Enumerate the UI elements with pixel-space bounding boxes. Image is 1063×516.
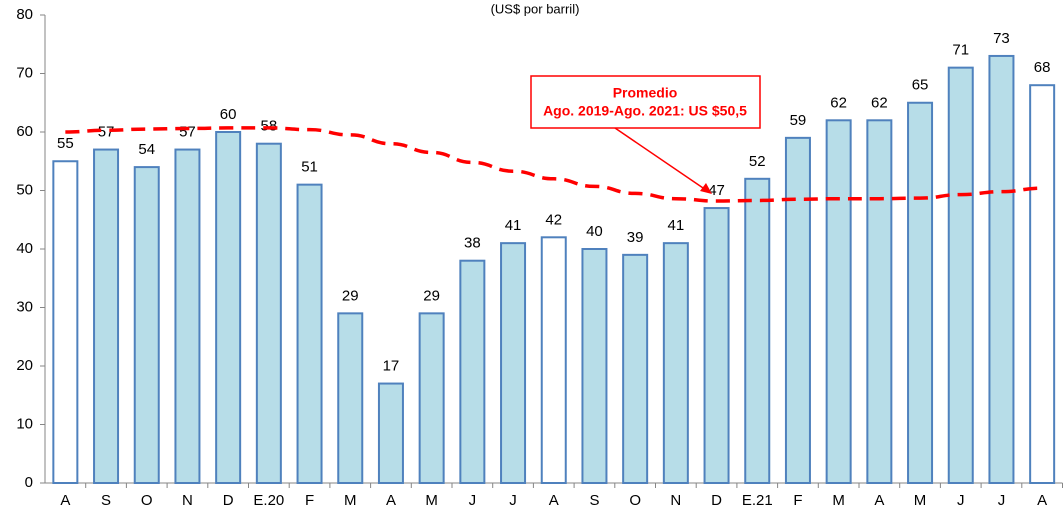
- value-label: 47: [708, 182, 725, 199]
- bar: [540, 236, 567, 484]
- x-tick-label: J: [957, 492, 965, 509]
- y-tick-label: 80: [16, 6, 33, 23]
- bar: [622, 253, 649, 484]
- x-tick-label: S: [101, 492, 111, 509]
- annotation-text: Promedio: [613, 85, 678, 101]
- bar: [907, 101, 934, 484]
- x-tick-label: J: [998, 492, 1006, 509]
- value-label: 41: [505, 217, 522, 234]
- bar: [1029, 84, 1056, 484]
- y-tick-label: 70: [16, 64, 33, 81]
- bar: [296, 183, 323, 484]
- value-label: 42: [545, 211, 562, 228]
- x-tick-label: M: [425, 492, 438, 509]
- value-label: 60: [220, 106, 237, 123]
- value-label: 38: [464, 235, 481, 252]
- bar: [744, 177, 771, 485]
- value-label: 54: [138, 141, 155, 158]
- value-label: 29: [423, 287, 440, 304]
- y-tick-label: 30: [16, 298, 33, 315]
- x-tick-label: F: [305, 492, 314, 509]
- value-label: 51: [301, 159, 318, 176]
- annotation-box: [530, 75, 761, 129]
- value-label: 55: [57, 135, 74, 152]
- value-label: 52: [749, 153, 766, 170]
- value-label: 40: [586, 223, 603, 240]
- y-tick-label: 40: [16, 240, 33, 257]
- value-label: 57: [98, 124, 115, 141]
- bar: [133, 166, 160, 484]
- x-tick-label: E.20: [253, 492, 284, 509]
- x-tick-label: D: [223, 492, 234, 509]
- x-tick-label: A: [386, 492, 396, 509]
- bar: [215, 131, 242, 484]
- annotation-arrow: [614, 127, 707, 191]
- x-tick-label: E.21: [742, 492, 773, 509]
- annotation-text: Ago. 2019-Ago. 2021: US $50,5: [543, 103, 747, 119]
- bar: [825, 119, 852, 485]
- bar: [581, 248, 608, 484]
- bar: [500, 242, 527, 484]
- arrow-head: [700, 183, 712, 194]
- x-tick-label: M: [914, 492, 927, 509]
- bar: [947, 66, 974, 485]
- value-label: 57: [179, 124, 196, 141]
- y-tick-label: 50: [16, 181, 33, 198]
- bar: [52, 160, 79, 484]
- x-tick-label: A: [874, 492, 884, 509]
- value-label: 62: [871, 94, 888, 111]
- x-tick-label: O: [629, 492, 641, 509]
- trend-line: [65, 126, 1043, 203]
- value-label: 41: [668, 217, 685, 234]
- bar: [418, 312, 445, 484]
- x-tick-label: O: [141, 492, 153, 509]
- bar: [784, 136, 811, 484]
- x-tick-label: J: [509, 492, 517, 509]
- x-tick-label: S: [589, 492, 599, 509]
- value-label: 73: [993, 30, 1010, 47]
- value-label: 68: [1034, 59, 1051, 76]
- value-label: 17: [383, 358, 400, 375]
- y-tick-label: 20: [16, 357, 33, 374]
- y-tick-label: 10: [16, 415, 33, 432]
- x-tick-label: A: [60, 492, 70, 509]
- bar: [377, 382, 404, 484]
- bar: [662, 242, 689, 484]
- x-tick-label: N: [670, 492, 681, 509]
- bar: [93, 148, 120, 485]
- x-tick-label: M: [344, 492, 357, 509]
- bar: [459, 259, 486, 485]
- value-label: 65: [912, 77, 929, 94]
- y-tick-label: 60: [16, 123, 33, 140]
- bar: [337, 312, 364, 484]
- value-label: 62: [830, 94, 847, 111]
- x-tick-label: A: [549, 492, 559, 509]
- value-label: 39: [627, 229, 644, 246]
- x-tick-label: D: [711, 492, 722, 509]
- bar: [866, 119, 893, 485]
- bar: [703, 207, 730, 485]
- bar: [988, 54, 1015, 484]
- chart-title: (US$ por barril): [491, 1, 580, 16]
- x-tick-label: A: [1037, 492, 1047, 509]
- x-tick-label: J: [469, 492, 477, 509]
- bar: [255, 142, 282, 484]
- x-tick-label: N: [182, 492, 193, 509]
- x-tick-label: M: [832, 492, 845, 509]
- y-tick-label: 0: [25, 474, 33, 491]
- value-label: 59: [790, 112, 807, 129]
- value-label: 29: [342, 287, 359, 304]
- value-label: 71: [952, 42, 969, 59]
- bar: [174, 148, 201, 485]
- x-tick-label: F: [793, 492, 802, 509]
